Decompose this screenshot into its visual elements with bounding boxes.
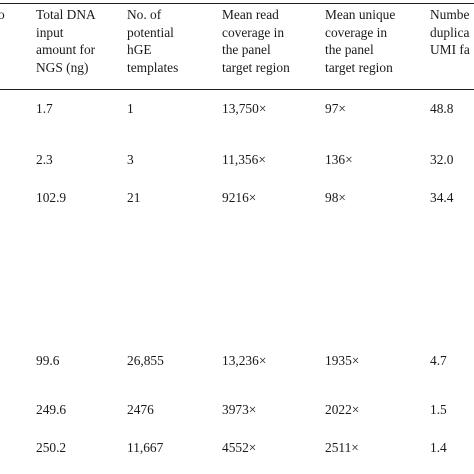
header-mean-unique-coverage: Mean unique coverage in the panel target… — [325, 7, 396, 75]
table-cell-dna: 102.9 — [36, 190, 67, 205]
table-cell-unique-coverage: 136× — [325, 152, 353, 167]
table-cell-unique-coverage: 2511× — [325, 440, 359, 455]
table-cell-dna: 1.7 — [36, 101, 53, 116]
table-cell-unique-coverage: 97× — [325, 101, 346, 116]
header-mean-read-coverage: Mean read coverage in the panel target r… — [222, 7, 290, 75]
table-cell-templates: 1 — [127, 101, 134, 116]
table-cell-templates: 2476 — [127, 402, 154, 417]
table-cell-duplicates: 1.5 — [430, 402, 447, 417]
table-cell-templates: 26,855 — [127, 353, 164, 368]
table-cell-duplicates: 4.7 — [430, 353, 447, 368]
table-cell-read-coverage: 4552× — [222, 440, 257, 455]
table-cell-duplicates: 32.0 — [430, 152, 454, 167]
table-cell-duplicates: 48.8 — [430, 101, 454, 116]
table-cell-read-coverage: 9216× — [222, 190, 257, 205]
header-hge-templates: No. of potential hGE templates — [127, 7, 179, 75]
table-cell-duplicates: 1.4 — [430, 440, 447, 455]
table-cell-templates: 3 — [127, 152, 134, 167]
table-cell-read-coverage: 3973× — [222, 402, 257, 417]
header-col-0: o — [0, 7, 5, 22]
table-cell-templates: 21 — [127, 190, 141, 205]
table-cell-templates: 11,667 — [127, 440, 164, 455]
table-cell-dna: 250.2 — [36, 440, 67, 455]
table-top-rule — [0, 3, 474, 4]
header-bottom-rule — [0, 89, 474, 90]
table-cell-read-coverage: 13,750× — [222, 101, 267, 116]
table-cell-read-coverage: 11,356× — [222, 152, 266, 167]
header-duplicate-umi: Numbe duplica UMI fa — [430, 7, 470, 58]
table-cell-unique-coverage: 1935× — [325, 353, 360, 368]
table-cell-unique-coverage: 98× — [325, 190, 346, 205]
table-cell-dna: 249.6 — [36, 402, 67, 417]
table-cell-unique-coverage: 2022× — [325, 402, 360, 417]
table-cell-dna: 2.3 — [36, 152, 53, 167]
header-dna-input: Total DNA input amount for NGS (ng) — [36, 7, 96, 75]
table-cell-read-coverage: 13,236× — [222, 353, 267, 368]
table-cell-dna: 99.6 — [36, 353, 60, 368]
table-cell-duplicates: 34.4 — [430, 190, 454, 205]
